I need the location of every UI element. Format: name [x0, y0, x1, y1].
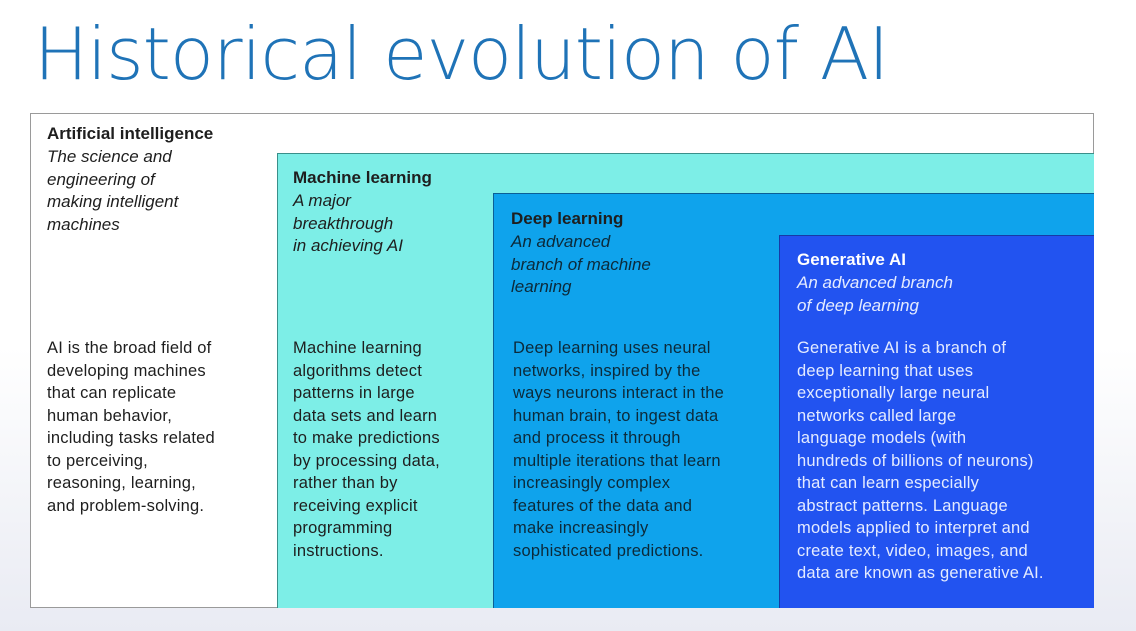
- ml-subtitle: A major breakthrough in achieving AI: [293, 191, 403, 255]
- generative-ai-layer-box: [779, 235, 1094, 608]
- ml-description: Machine learning algorithms detect patte…: [293, 339, 440, 560]
- dl-subtitle: An advanced branch of machine learning: [511, 232, 651, 296]
- ai-heading: Artificial intelligence: [47, 124, 214, 143]
- dl-heading: Deep learning: [511, 209, 624, 228]
- ml-heading: Machine learning: [293, 168, 432, 187]
- ai-description: AI is the broad field of developing mach…: [47, 339, 215, 515]
- gen-description: Generative AI is a branch of deep learni…: [797, 339, 1044, 582]
- ai-subtitle: The science and engineering of making in…: [47, 147, 179, 234]
- gen-subtitle: An advanced branch of deep learning: [797, 273, 953, 315]
- page-title: Historical evolution of AI: [34, 12, 889, 96]
- gen-heading: Generative AI: [797, 250, 906, 269]
- dl-description: Deep learning uses neural networks, insp…: [513, 339, 725, 560]
